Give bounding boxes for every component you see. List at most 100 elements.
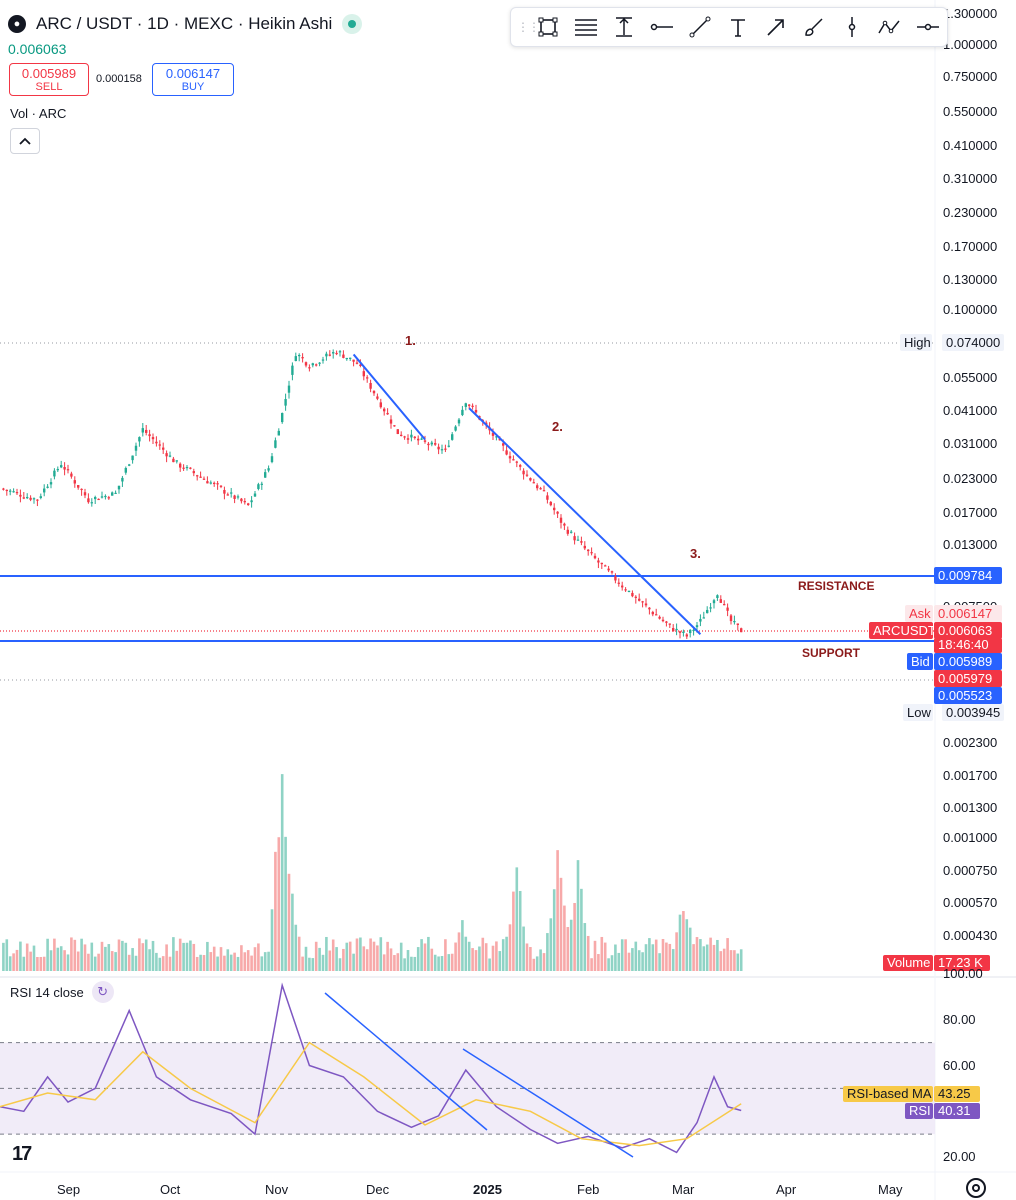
- candle: [158, 444, 161, 446]
- volume-bar: [631, 948, 634, 971]
- horizontal-ray-icon[interactable]: [645, 12, 679, 42]
- volume-bar: [117, 939, 121, 971]
- candle: [597, 560, 600, 563]
- volume-bar: [185, 942, 189, 971]
- drawing-toolbar: ⋮⋮: [510, 7, 948, 47]
- last-label: ARCUSDT: [869, 622, 936, 639]
- low-value-text: 0.003945: [946, 705, 1000, 720]
- candle: [9, 490, 12, 492]
- volume-bar: [552, 889, 556, 971]
- high-label-text: High: [904, 335, 931, 350]
- candle: [726, 607, 729, 611]
- fib-retracement-icon[interactable]: [569, 12, 603, 42]
- sell-button[interactable]: 0.005989 SELL: [9, 63, 89, 96]
- volume-bar: [529, 947, 532, 971]
- refresh-icon[interactable]: ↻: [91, 981, 114, 1003]
- candle: [587, 549, 590, 552]
- candle: [607, 568, 610, 571]
- volume-bar: [372, 941, 376, 971]
- buy-button[interactable]: 0.006147 BUY: [152, 63, 234, 96]
- volume-bar: [423, 943, 427, 971]
- settings-icon[interactable]: [966, 1178, 986, 1198]
- last-value-text: 0.006063: [938, 623, 992, 638]
- volume-bar: [70, 937, 73, 971]
- candle: [107, 497, 110, 499]
- volume-bar: [379, 937, 383, 971]
- volume-bar: [158, 957, 162, 971]
- volume-bar: [444, 939, 447, 971]
- candle: [199, 476, 202, 478]
- volume-bar: [39, 956, 43, 971]
- volume-bar: [658, 953, 661, 971]
- candle: [372, 390, 376, 394]
- volume-bar: [410, 956, 413, 971]
- candle: [695, 625, 699, 628]
- volume-bar: [627, 952, 631, 971]
- tradingview-logo[interactable]: 17: [12, 1143, 32, 1165]
- candle: [525, 474, 529, 476]
- volume-bar: [512, 891, 515, 971]
- candle: [250, 500, 253, 503]
- candle: [430, 442, 433, 445]
- wave-label-3: 3.: [690, 546, 701, 561]
- text-icon[interactable]: [721, 12, 755, 42]
- candle: [97, 498, 100, 501]
- volume-bar: [141, 943, 145, 971]
- candle: [546, 495, 549, 500]
- brush-icon[interactable]: [797, 12, 831, 42]
- volume-bar: [661, 938, 665, 971]
- price-range-icon[interactable]: [607, 12, 641, 42]
- volume-bar: [328, 950, 332, 971]
- rsi-trendline-2: [462, 1048, 634, 1158]
- candle: [573, 536, 576, 541]
- candle: [570, 531, 573, 533]
- symbol-title[interactable]: ARC / USDT · 1D · MEXC · Heikin Ashi: [36, 14, 333, 33]
- volume-bar: [678, 914, 682, 971]
- volume-bar: [131, 948, 134, 971]
- candle: [335, 352, 338, 355]
- horizontal-line-icon[interactable]: [911, 12, 945, 42]
- candle: [736, 623, 739, 625]
- volume-value-bg: [934, 955, 990, 971]
- last-label-text: ARCUSDT: [873, 623, 936, 638]
- candle: [593, 555, 597, 559]
- volume-bar: [580, 888, 583, 971]
- candle: [141, 428, 144, 433]
- volume-bar: [535, 956, 539, 971]
- trend-line-icon[interactable]: [683, 12, 717, 42]
- candle: [393, 425, 396, 427]
- candle: [454, 426, 457, 431]
- volume-bar: [637, 950, 641, 971]
- vertical-line-icon[interactable]: [835, 12, 869, 42]
- volume-label-bg: [883, 955, 933, 971]
- chevron-up-icon: [19, 137, 31, 145]
- candle: [692, 629, 695, 632]
- ask-label-bg: [905, 605, 933, 622]
- rectangle-icon[interactable]: [531, 12, 565, 42]
- chart-header: ● ARC / USDT · 1D · MEXC · Heikin Ashi: [8, 14, 363, 34]
- grip-icon[interactable]: ⋮⋮: [517, 20, 540, 34]
- candle: [53, 470, 56, 477]
- collapse-button[interactable]: [10, 128, 40, 154]
- rsi-trendline-1: [324, 992, 488, 1131]
- volume-bar: [104, 946, 107, 971]
- rsi-ma-line: [0, 1041, 742, 1147]
- candle: [627, 590, 631, 592]
- candle: [621, 585, 624, 588]
- volume-bar: [532, 958, 536, 971]
- volume-bar: [110, 951, 114, 971]
- volume-bar: [90, 942, 94, 971]
- rsi-indicator-label[interactable]: RSI 14 close ↻: [10, 981, 114, 1003]
- candle: [26, 496, 29, 499]
- candle: [451, 434, 454, 440]
- volume-indicator-label[interactable]: Vol · ARC: [10, 106, 67, 121]
- candle: [406, 438, 410, 440]
- path-icon[interactable]: [873, 12, 907, 42]
- price-tick-label: 0.750000: [943, 69, 997, 84]
- candle: [624, 589, 627, 591]
- candle: [311, 363, 314, 366]
- arrow-icon[interactable]: [759, 12, 793, 42]
- volume-label: Volume: [883, 955, 933, 971]
- bid-label-text: Bid: [911, 654, 930, 669]
